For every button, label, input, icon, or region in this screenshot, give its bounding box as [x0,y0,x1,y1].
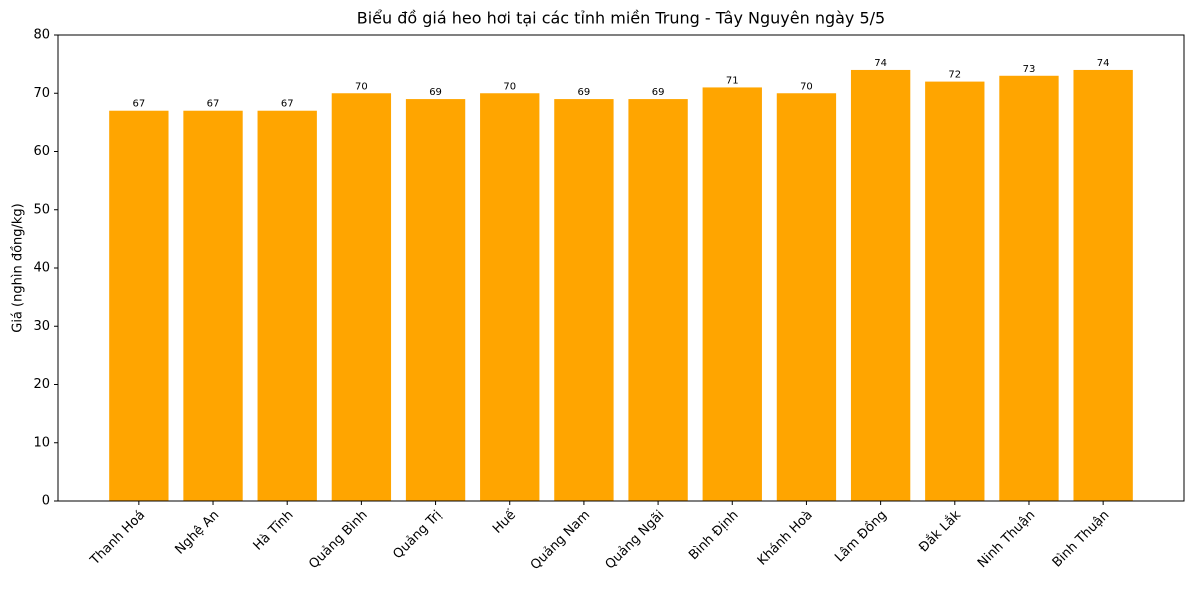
y-tick-label: 70 [33,86,50,101]
x-tick-label: Quảng Ngãi [603,508,668,573]
x-tick-label: Nghệ An [172,508,222,558]
bar [702,87,762,502]
bar [1073,69,1133,501]
bar [925,81,985,501]
x-tick-label: Huế [490,508,519,537]
y-tick-label: 50 [33,202,50,217]
bar [183,110,243,501]
value-label: 69 [429,87,442,98]
value-label: 74 [1097,58,1110,69]
bar [480,93,540,501]
y-axis-label: Giá (nghìn đồng/kg) [11,203,26,333]
value-label: 71 [726,75,739,86]
y-tick-label: 60 [33,144,50,159]
bar [109,110,169,501]
x-tick-label: Quảng Trị [390,508,444,562]
bar [331,93,392,501]
value-label: 67 [281,99,294,110]
x-tick-label: Lâm Đồng [832,508,890,566]
value-label: 69 [578,87,591,98]
bar [554,99,614,501]
x-tick-label: Bình Thuận [1050,508,1113,571]
value-label: 70 [800,81,813,92]
bar [257,110,317,501]
x-tick-label: Quảng Nam [528,508,593,573]
y-tick-label: 40 [33,261,50,276]
y-tick-label: 30 [33,319,50,334]
x-tick-label: Bình Định [686,508,741,563]
value-label: 67 [207,99,220,110]
plot-frame [57,34,1185,502]
bar [405,99,466,501]
bar [776,93,837,501]
bar [999,75,1059,502]
bar [850,69,911,501]
x-tick-label: Quảng Bình [306,508,370,572]
y-tick-label: 20 [33,377,50,392]
x-tick-label: Hà Tĩnh [251,508,297,554]
x-tick-label: Thanh Hoá [87,508,148,569]
chart-title: Biểu đồ giá heo hơi tại các tỉnh miền Tr… [357,9,885,28]
x-tick-label: Đắk Lắk [916,507,964,555]
value-label: 73 [1023,64,1036,75]
value-label: 74 [874,58,887,69]
bar [628,99,688,501]
x-tick-label: Khánh Hoà [755,508,816,569]
value-label: 69 [652,87,665,98]
value-label: 67 [132,99,145,110]
y-tick-label: 10 [33,435,50,450]
y-tick-label: 80 [33,28,50,43]
y-tick-label: 0 [42,494,50,509]
value-label: 72 [948,70,961,81]
value-label: 70 [355,81,368,92]
value-label: 70 [503,81,516,92]
x-tick-label: Ninh Thuận [975,508,1038,571]
